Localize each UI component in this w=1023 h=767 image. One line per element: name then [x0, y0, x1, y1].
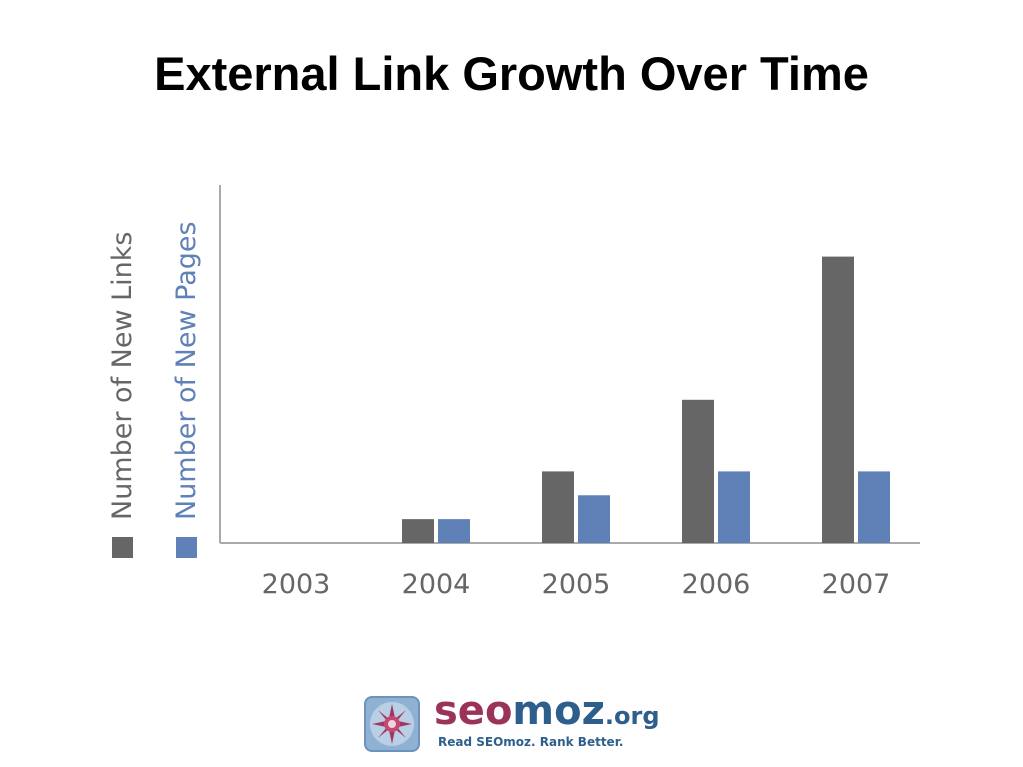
x-tick-label: 2003: [262, 569, 331, 600]
bar-2005-series-2: [578, 495, 610, 543]
legend-label-2: Number of New Pages: [171, 221, 202, 520]
logo-wordmark: seomoz.org: [434, 686, 660, 744]
bar-2007-series-2: [858, 471, 890, 543]
bar-2004-series-1: [402, 519, 434, 543]
bar-2005-series-1: [542, 471, 574, 543]
logo-tagline: Read SEOmoz. Rank Better.: [438, 735, 624, 749]
logo-moz-text: moz: [512, 688, 605, 734]
bar-2006-series-2: [718, 471, 750, 543]
legend-swatch-1: [112, 537, 133, 558]
x-tick-label: 2004: [402, 569, 471, 600]
x-tick-label: 2005: [542, 569, 611, 600]
plot-area: 2003 2004 2005 2006 2007: [219, 185, 920, 600]
seomoz-logo[interactable]: seomoz.org Read SEOmoz. Rank Better.: [364, 688, 664, 756]
bar-2004-series-2: [438, 519, 470, 543]
bar-2007-series-1: [822, 256, 854, 543]
logo-org-text: .org: [604, 702, 660, 730]
bar-2006-series-1: [682, 399, 714, 543]
x-tick-label: 2006: [682, 569, 751, 600]
legend: Number of New Links Number of New Pages: [107, 221, 202, 558]
legend-swatch-2: [176, 537, 197, 558]
x-tick-label: 2007: [822, 569, 891, 600]
sun-badge-icon: [364, 696, 420, 752]
logo-seo-text: seo: [434, 688, 513, 734]
legend-label-1: Number of New Links: [107, 232, 138, 520]
page-title: External Link Growth Over Time: [154, 47, 869, 100]
